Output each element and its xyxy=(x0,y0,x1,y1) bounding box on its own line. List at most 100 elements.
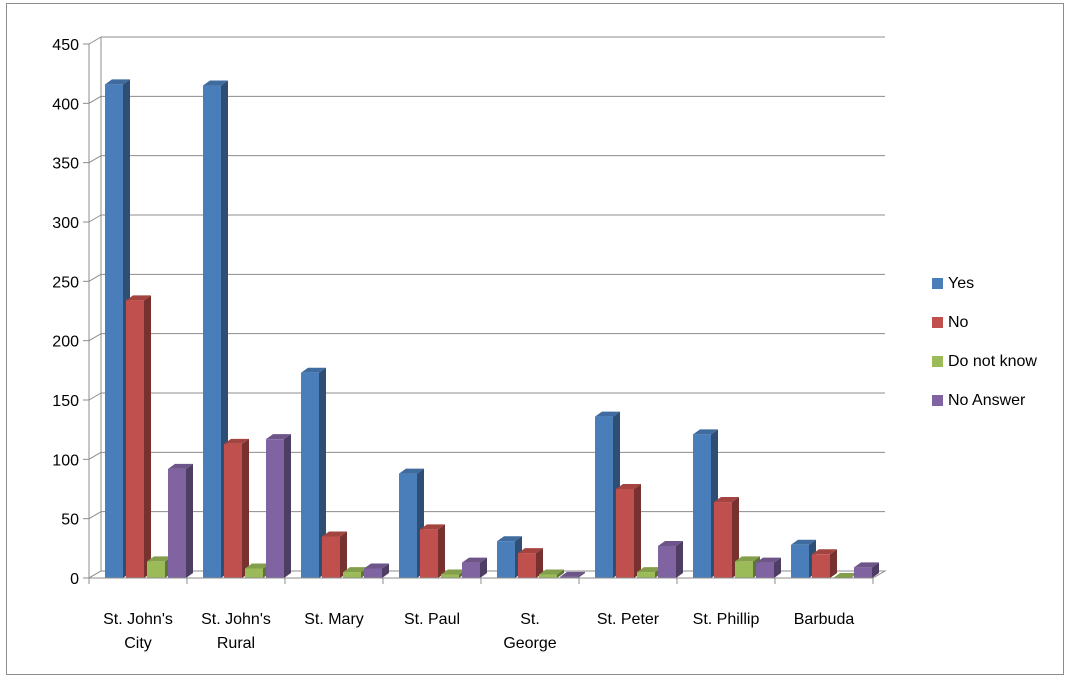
bar-side xyxy=(830,549,837,578)
bar-side xyxy=(578,571,585,578)
bar-no-answer xyxy=(854,562,879,578)
bar-no-answer xyxy=(462,557,487,578)
bar-front xyxy=(714,502,732,578)
x-category-label: St. John's Rural xyxy=(201,611,271,652)
chart-frame: 0 50 100 150 200 250 300 350 400 450 St. John's Ci… xyxy=(6,3,1064,675)
bar-top xyxy=(147,556,172,562)
x-category-label: St. Paul xyxy=(404,611,460,628)
x-category-label: St. Phillip xyxy=(693,611,760,628)
legend: Yes No Do not know No Answer xyxy=(932,275,1037,409)
bar-top xyxy=(301,367,326,373)
y-tick-label: 300 xyxy=(52,215,79,232)
bar-no-answer xyxy=(658,540,683,578)
bar-front xyxy=(756,562,774,578)
bar-no-answer xyxy=(560,571,585,578)
bar-top xyxy=(791,539,816,545)
y-tick-label: 50 xyxy=(61,512,79,529)
bar-no-answer xyxy=(364,563,389,578)
bar-front xyxy=(812,554,830,578)
y-tick-label: 250 xyxy=(52,274,79,291)
bar-no xyxy=(518,548,543,578)
bar-front xyxy=(399,473,417,578)
bar-front xyxy=(462,562,480,578)
bar-side xyxy=(676,540,683,578)
bar-front xyxy=(616,489,634,578)
gridline-side xyxy=(88,511,102,520)
bar-no xyxy=(224,438,249,578)
bar-top xyxy=(343,567,368,573)
bar-top xyxy=(126,295,151,301)
bar-yes xyxy=(301,367,326,578)
legend-item-do-not-know: Do not know xyxy=(932,353,1037,370)
bar-top xyxy=(518,548,543,554)
y-axis: 0 50 100 150 200 250 300 350 400 450 xyxy=(52,37,89,588)
bar-side xyxy=(634,484,641,578)
x-category-label: St. George xyxy=(503,611,556,652)
bar-no xyxy=(126,295,151,578)
legend-item-yes: Yes xyxy=(932,275,974,292)
bar-side xyxy=(382,563,389,578)
bar-side xyxy=(144,295,151,578)
bar-front xyxy=(791,544,809,578)
bar-side xyxy=(480,557,487,578)
bar-no-answer xyxy=(266,434,291,578)
bar-side xyxy=(319,367,326,578)
bar-side xyxy=(340,531,347,578)
x-category-label: St. John's City xyxy=(103,611,173,652)
gridline-side xyxy=(88,214,102,223)
bar-front xyxy=(560,576,578,578)
bar-top xyxy=(637,567,662,573)
bar-front xyxy=(301,372,319,578)
bar-front xyxy=(539,574,557,578)
bar-side xyxy=(284,434,291,578)
bar-top xyxy=(693,429,718,435)
bar-top xyxy=(364,563,389,569)
bar-side xyxy=(438,524,445,578)
bar-front xyxy=(126,300,144,578)
bar-top xyxy=(420,524,445,530)
bar-top xyxy=(245,563,270,569)
bar-front xyxy=(168,468,186,578)
bar-front xyxy=(245,568,263,578)
legend-label: No xyxy=(948,314,969,331)
bar-top xyxy=(266,434,291,440)
legend-label: Do not know xyxy=(948,353,1037,370)
x-axis: St. John's City St. John's Rural St. Mary St.… xyxy=(88,577,874,652)
bar-top xyxy=(539,569,564,575)
y-tick-label: 450 xyxy=(52,37,79,54)
bar-front xyxy=(735,561,753,578)
bar-top xyxy=(658,540,683,546)
bar-front xyxy=(105,84,123,578)
bar-top xyxy=(735,556,760,562)
bar-top xyxy=(168,463,193,469)
bar-front xyxy=(441,574,459,578)
gridline-side xyxy=(88,333,102,342)
bar-front xyxy=(343,572,361,578)
gridline-side xyxy=(88,36,102,45)
bar-side xyxy=(774,557,781,578)
legend-swatch xyxy=(932,356,943,367)
x-category-label: Barbuda xyxy=(794,611,855,628)
gridline-side xyxy=(88,392,102,401)
bar-no-answer xyxy=(168,463,193,578)
bar-top xyxy=(854,562,879,568)
bar-top xyxy=(441,569,466,575)
bar-front xyxy=(147,561,165,578)
bar-front xyxy=(364,568,382,578)
bar-top xyxy=(616,484,641,489)
bar-side xyxy=(186,463,193,578)
bar-front xyxy=(693,434,711,578)
bar-top xyxy=(497,536,522,542)
bar-top xyxy=(462,557,487,563)
x-category-label: St. Peter xyxy=(597,611,660,628)
bar-no-answer xyxy=(756,557,781,578)
bar-top xyxy=(595,411,620,417)
bar-front xyxy=(595,416,613,578)
bar-top xyxy=(224,438,249,444)
bar-no xyxy=(420,524,445,578)
legend-label: Yes xyxy=(948,275,974,292)
bar-top xyxy=(714,497,739,503)
bar-no xyxy=(322,531,347,578)
bar-no xyxy=(812,549,837,578)
gridline-side xyxy=(88,273,102,282)
